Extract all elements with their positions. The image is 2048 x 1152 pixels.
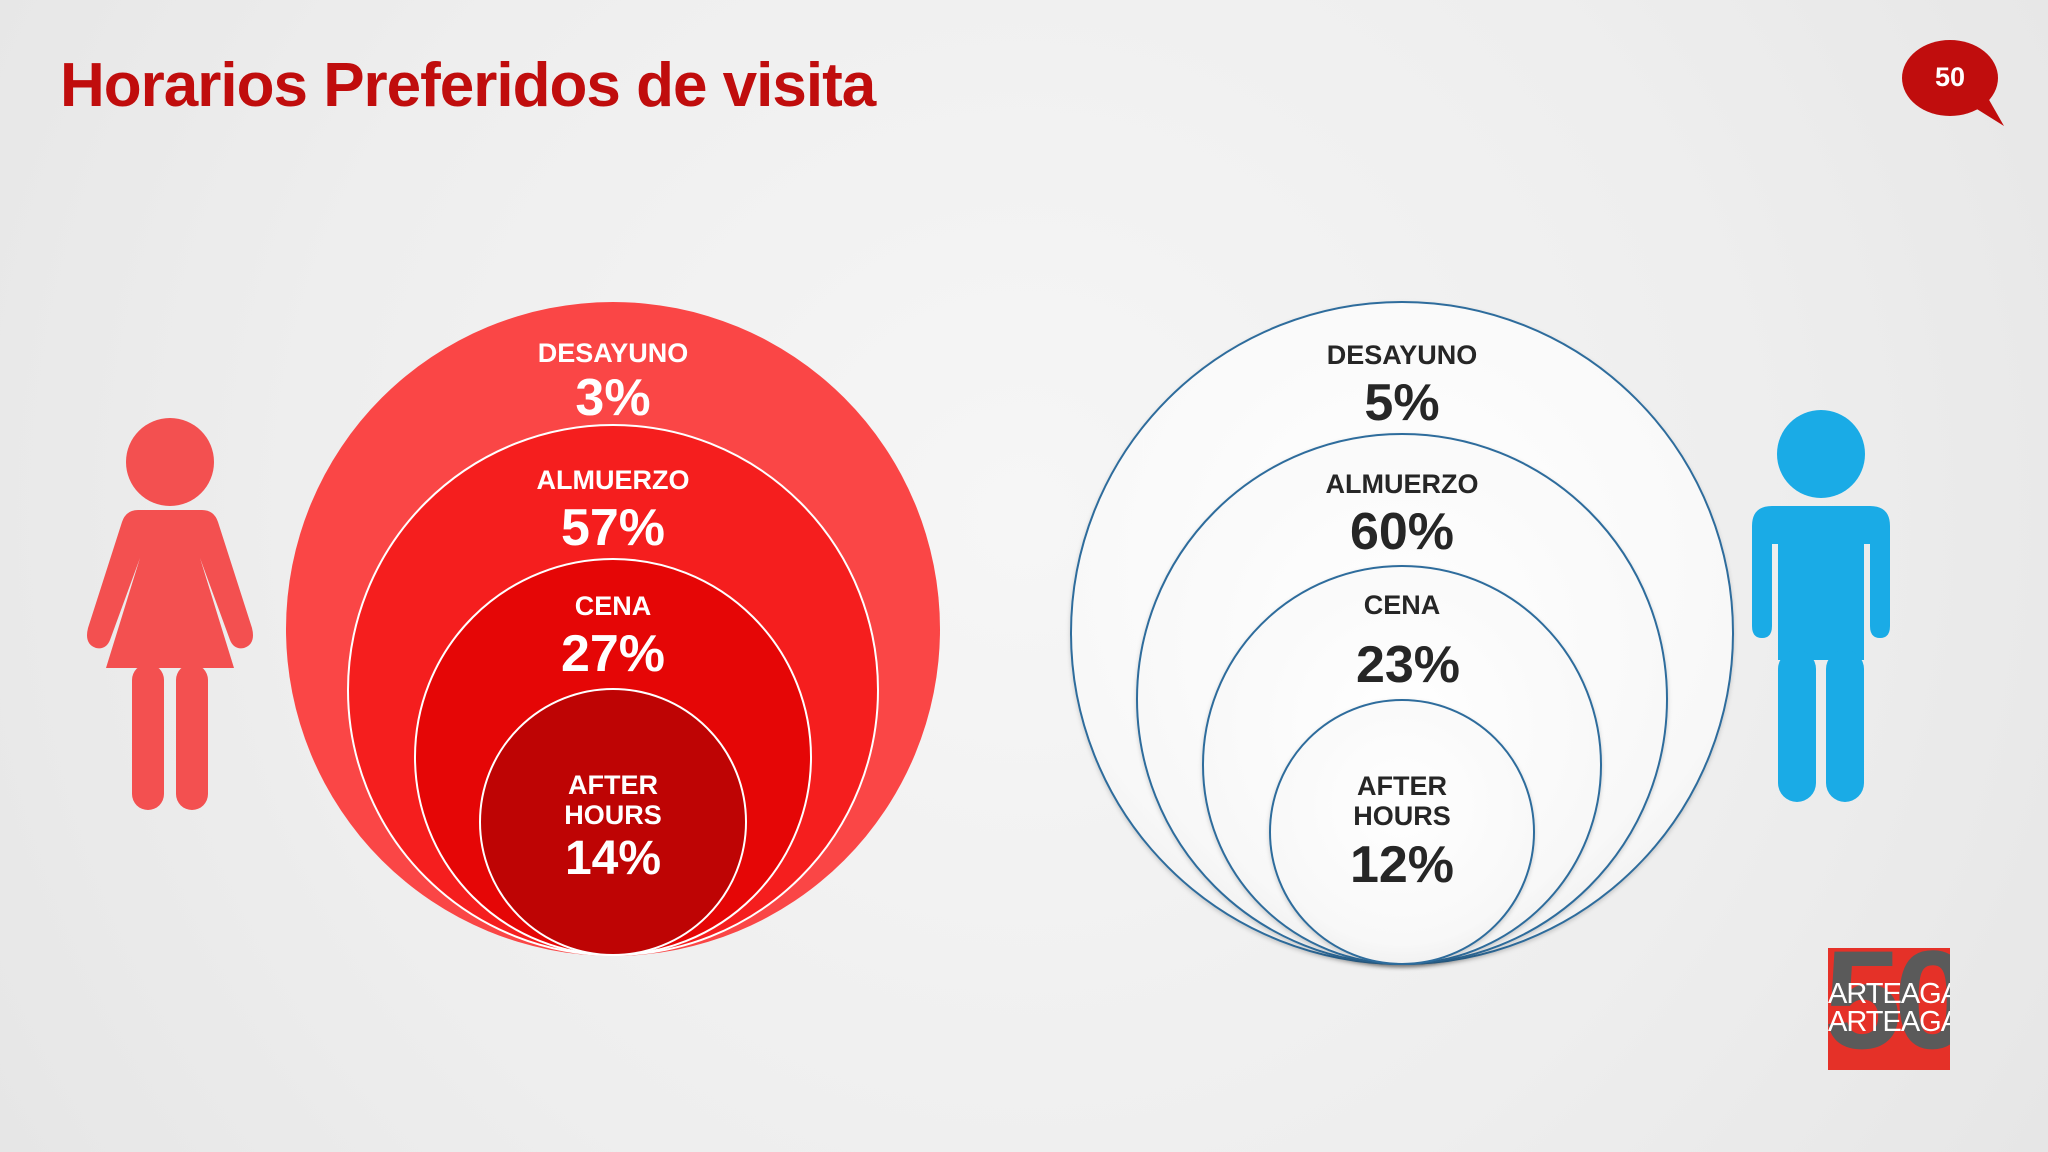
men-after-hours-value: 12% [1350,836,1454,894]
women-almuerzo-label: ALMUERZO [537,465,690,495]
page-number-badge: 50 [1900,36,2010,136]
women-almuerzo-value: 57% [561,499,665,557]
men-circles [1070,301,1734,965]
women-after-hours-label-line1: AFTER [568,770,658,800]
logo-number: 50 [1828,948,1950,1070]
men-cena-value: 23% [1356,636,1460,694]
page-title: Horarios Preferidos de visita [60,51,876,120]
men-cena-label: CENA [1364,590,1441,620]
men-almuerzo-label: ALMUERZO [1326,469,1479,499]
logo-word-line2: ARTEAGA [1828,1006,1950,1038]
women-cena-value: 27% [561,625,665,683]
women-cena-label: CENA [575,591,652,621]
speech-bubble-icon [1902,40,2004,126]
women-circle-after-hours [479,688,747,956]
logo-word-line1: ARTEAGA [1828,978,1950,1010]
arteaga-logo: 50 ARTEAGA ARTEAGA [1828,948,1950,1070]
men-after-hours-label-line2: HOURS [1353,801,1451,831]
woman-icon [84,418,256,810]
women-after-hours-label-line2: HOURS [564,800,662,830]
man-icon [1752,410,1890,802]
men-circle-after-hours [1269,699,1535,965]
men-desayuno-label: DESAYUNO [1327,340,1478,370]
men-after-hours-label-line1: AFTER [1357,771,1447,801]
page-number: 50 [1934,62,1966,92]
women-circles [286,302,940,956]
men-desayuno-value: 5% [1364,374,1439,432]
men-almuerzo-value: 60% [1350,503,1454,561]
women-after-hours-value: 14% [565,832,661,885]
women-desayuno-label: DESAYUNO [538,338,689,368]
women-desayuno-value: 3% [575,369,650,427]
